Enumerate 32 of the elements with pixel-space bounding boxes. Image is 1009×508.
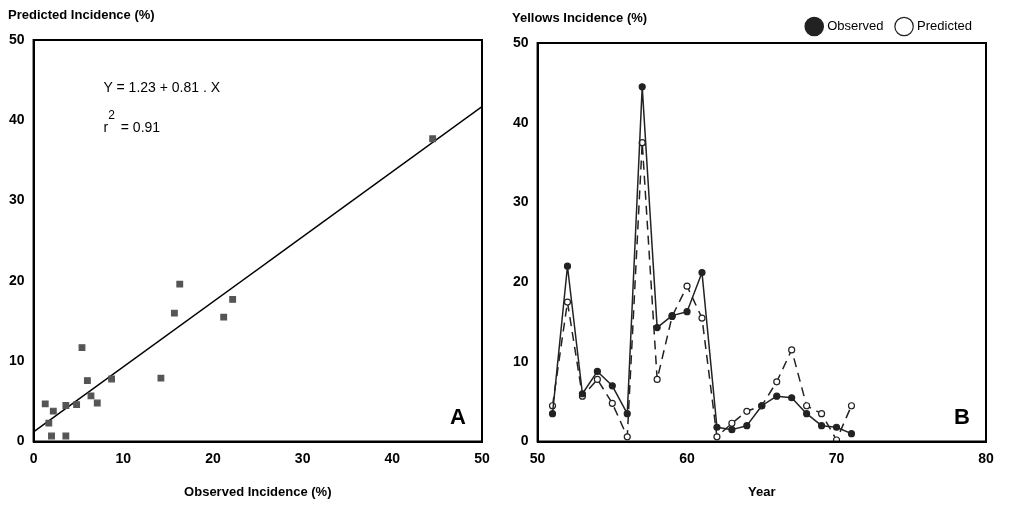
y-tick-label: 40	[8, 111, 25, 128]
legend-label: Predicted	[917, 18, 972, 34]
x-tick-label: 10	[115, 449, 132, 466]
x-tick-label: 30	[294, 449, 311, 466]
y-tick-label: 10	[512, 352, 529, 369]
x-tick-label: 70	[828, 449, 845, 466]
x-tick-label: 20	[205, 449, 221, 466]
y-tick-label: 30	[8, 191, 25, 208]
annotation: A	[450, 403, 466, 429]
legend-label: Observed	[827, 18, 884, 34]
y-tick-label: 0	[16, 432, 25, 449]
x-tick-label: 80	[978, 449, 994, 466]
y-tick-label: 10	[8, 352, 25, 369]
x-tick-label: 40	[384, 449, 401, 466]
x-tick-label: 60	[679, 449, 696, 466]
x-tick-label: 0	[29, 449, 38, 466]
x-tick-label: 50	[474, 449, 490, 466]
annotation: Y = 1.23 + 0.81 . X	[103, 78, 221, 95]
x-tick-label: 50	[529, 449, 546, 466]
annotation: B	[954, 403, 970, 429]
y-tick-label: 50	[8, 30, 25, 47]
y-tick-label: 0	[520, 432, 529, 449]
y-tick-label: 20	[8, 271, 25, 288]
y-axis-title: Predicted Incidence (%)	[8, 7, 155, 23]
y-tick-label: 30	[512, 193, 529, 210]
annotation: r2 = 0.91	[103, 108, 161, 135]
x-axis-title: Observed Incidence (%)	[184, 483, 332, 499]
x-axis-title: Year	[748, 483, 776, 499]
y-tick-label: 40	[512, 113, 529, 130]
y-tick-label: 50	[512, 33, 529, 50]
y-tick-label: 20	[512, 273, 529, 290]
y-axis-title: Yellows Incidence (%)	[512, 10, 648, 26]
